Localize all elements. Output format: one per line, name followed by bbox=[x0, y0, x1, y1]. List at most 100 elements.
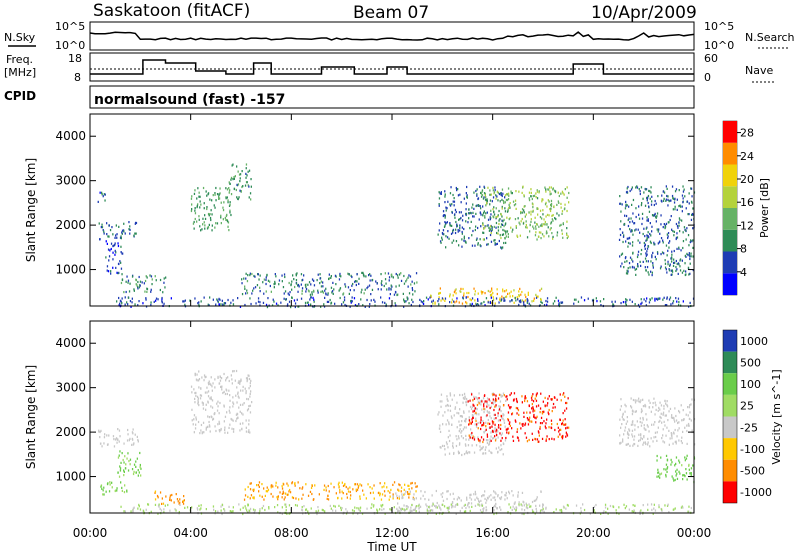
velocity-cell bbox=[431, 494, 433, 497]
power-cell bbox=[687, 266, 690, 269]
power-cell bbox=[221, 299, 223, 302]
velocity-cell bbox=[99, 442, 102, 445]
power-cell bbox=[465, 220, 467, 223]
velocity-cell bbox=[115, 489, 117, 492]
power-cell bbox=[489, 199, 492, 202]
power-cell bbox=[409, 275, 412, 278]
velocity-cell bbox=[446, 403, 448, 407]
velocity-cell bbox=[119, 435, 121, 438]
power-cell bbox=[306, 301, 309, 304]
velocity-cell bbox=[500, 444, 502, 447]
power-cell bbox=[129, 282, 131, 285]
velocity-cell bbox=[379, 482, 381, 485]
velocity-cell bbox=[197, 508, 199, 511]
velocity-cell bbox=[448, 452, 451, 455]
power-cell bbox=[501, 233, 504, 236]
power-cell bbox=[134, 222, 136, 225]
velocity-cell bbox=[640, 509, 642, 512]
power-cell bbox=[651, 200, 653, 203]
power-cell bbox=[347, 286, 350, 289]
velocity-cell bbox=[532, 410, 534, 413]
power-cell bbox=[640, 302, 642, 305]
velocity-cell bbox=[205, 426, 207, 429]
velocity-cell bbox=[660, 412, 662, 415]
power-cell bbox=[477, 243, 479, 246]
velocity-cell bbox=[220, 428, 222, 432]
velocity-cell bbox=[316, 511, 318, 514]
power-cell bbox=[161, 298, 163, 301]
velocity-colorbar-swatch bbox=[723, 351, 737, 374]
power-cell bbox=[670, 215, 672, 218]
velocity-cell bbox=[627, 433, 629, 436]
velocity-cell bbox=[532, 393, 534, 396]
power-cell bbox=[218, 303, 220, 307]
power-cell bbox=[514, 218, 517, 221]
velocity-cell bbox=[197, 402, 199, 405]
power-cell bbox=[220, 222, 222, 225]
velocity-cell bbox=[496, 507, 498, 510]
power-cell bbox=[493, 210, 495, 213]
power-cell bbox=[411, 287, 413, 290]
velocity-cell bbox=[478, 439, 480, 442]
velocity-cell bbox=[232, 419, 234, 422]
power-cell bbox=[639, 190, 641, 193]
velocity-cell bbox=[505, 491, 507, 494]
velocity-cell bbox=[138, 503, 140, 506]
power-cell bbox=[521, 211, 523, 214]
power-cell bbox=[123, 291, 125, 294]
velocity-cell bbox=[458, 497, 461, 500]
velocity-cell bbox=[169, 498, 171, 501]
power-cell bbox=[496, 242, 498, 245]
velocity-cell bbox=[495, 430, 497, 433]
power-cell bbox=[541, 200, 543, 203]
velocity-cell bbox=[647, 425, 649, 428]
power-cell bbox=[246, 280, 249, 283]
velocity-cell bbox=[536, 496, 538, 499]
velocity-cell bbox=[529, 416, 531, 419]
power-cell bbox=[679, 230, 681, 233]
velocity-cell bbox=[489, 440, 491, 444]
power-cell bbox=[295, 279, 298, 282]
velocity-cell bbox=[486, 405, 488, 408]
velocity-cell bbox=[490, 405, 492, 408]
power-cell bbox=[462, 287, 464, 291]
velocity-cell bbox=[649, 401, 651, 404]
velocity-cell bbox=[665, 468, 667, 471]
velocity-cell bbox=[329, 504, 331, 507]
power-cell bbox=[274, 282, 276, 285]
velocity-cell bbox=[663, 407, 665, 410]
power-cell bbox=[199, 195, 201, 198]
velocity-cell bbox=[341, 490, 343, 493]
velocity-cell bbox=[338, 481, 340, 484]
power-cell bbox=[118, 304, 120, 307]
power-cell bbox=[234, 175, 236, 178]
power-cell bbox=[274, 280, 276, 283]
power-cell bbox=[443, 233, 445, 236]
velocity-cell bbox=[359, 497, 361, 500]
velocity-cell bbox=[358, 484, 360, 488]
power-cell bbox=[411, 298, 413, 301]
velocity-cell bbox=[640, 436, 642, 439]
power-cell bbox=[626, 260, 628, 263]
velocity-cell bbox=[422, 494, 424, 497]
power-cell bbox=[656, 251, 659, 254]
velocity-cell bbox=[484, 429, 486, 432]
power-cell bbox=[671, 270, 674, 273]
velocity-cell bbox=[449, 392, 451, 395]
velocity-cell bbox=[285, 509, 287, 512]
power-cell bbox=[546, 205, 548, 208]
velocity-cell bbox=[647, 437, 649, 440]
power-cell bbox=[521, 217, 523, 221]
velocity-cell bbox=[453, 394, 455, 397]
power-cell bbox=[483, 192, 486, 195]
velocity-cell bbox=[268, 506, 270, 509]
power-cell bbox=[304, 284, 307, 287]
power-cell bbox=[235, 188, 237, 192]
velocity-cell bbox=[277, 511, 279, 514]
power-cell bbox=[451, 203, 453, 206]
velocity-cell bbox=[248, 405, 250, 408]
power-cell bbox=[653, 214, 655, 217]
power-cell bbox=[678, 300, 680, 304]
power-cell bbox=[250, 198, 252, 201]
velocity-cell bbox=[494, 423, 496, 426]
